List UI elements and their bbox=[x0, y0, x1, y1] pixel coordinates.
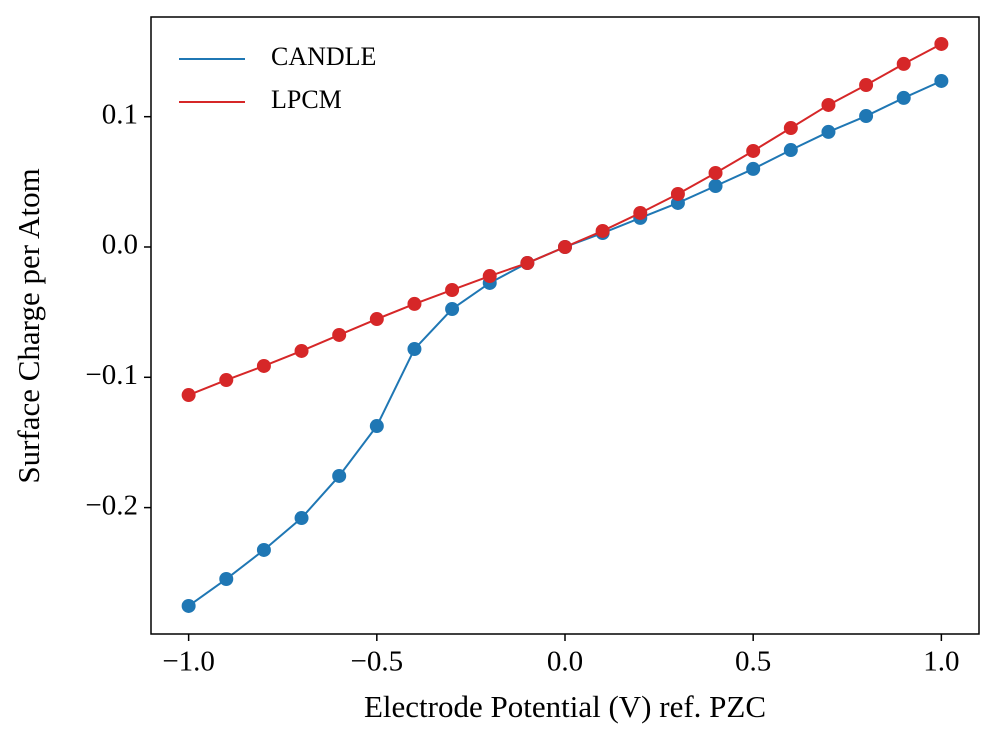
data-point bbox=[256, 542, 271, 557]
data-point bbox=[859, 109, 874, 124]
x-tick-label: 0.0 bbox=[547, 646, 583, 678]
series-line bbox=[188, 80, 942, 607]
data-point bbox=[294, 343, 309, 358]
data-point bbox=[332, 468, 347, 483]
x-tick-label: −0.5 bbox=[351, 646, 404, 678]
data-point bbox=[482, 269, 497, 284]
data-point bbox=[708, 179, 723, 194]
plot-frame bbox=[150, 16, 980, 635]
data-point bbox=[821, 124, 836, 139]
data-point bbox=[219, 373, 234, 388]
legend-label: LPCM bbox=[271, 85, 342, 114]
y-tick-label: 0.1 bbox=[102, 98, 138, 130]
data-point bbox=[896, 90, 911, 105]
y-tick-label: −0.2 bbox=[85, 489, 138, 521]
data-point bbox=[181, 598, 196, 613]
data-point bbox=[219, 572, 234, 587]
data-point bbox=[558, 239, 572, 254]
data-point bbox=[256, 358, 271, 373]
data-point bbox=[369, 419, 384, 434]
x-axis-label: Electrode Potential (V) ref. PZC bbox=[364, 689, 766, 724]
data-point bbox=[595, 223, 610, 238]
data-point bbox=[896, 56, 911, 71]
data-point bbox=[783, 143, 798, 158]
x-tick-label: 1.0 bbox=[923, 646, 959, 678]
data-point bbox=[332, 327, 347, 342]
data-point bbox=[746, 161, 761, 176]
legend-label: CANDLE bbox=[271, 42, 376, 71]
data-point bbox=[746, 143, 761, 158]
data-point bbox=[369, 312, 384, 327]
data-point bbox=[445, 302, 460, 317]
data-point bbox=[670, 186, 685, 201]
data-point bbox=[783, 121, 798, 136]
data-point bbox=[708, 165, 723, 180]
data-point bbox=[407, 342, 422, 357]
data-point bbox=[934, 36, 949, 51]
data-point bbox=[181, 388, 196, 403]
data-point bbox=[821, 97, 836, 112]
data-point bbox=[934, 73, 949, 88]
data-point bbox=[407, 296, 422, 311]
y-tick-label: −0.1 bbox=[85, 359, 138, 391]
y-axis-label: Surface Charge per Atom bbox=[11, 168, 46, 483]
data-point bbox=[633, 205, 648, 220]
data-point bbox=[445, 282, 460, 297]
y-tick-label: 0.0 bbox=[102, 229, 138, 261]
data-point bbox=[520, 256, 535, 271]
x-tick-label: −1.0 bbox=[162, 646, 215, 678]
data-point bbox=[294, 511, 309, 526]
data-point bbox=[859, 78, 874, 93]
x-tick-label: 0.5 bbox=[735, 646, 771, 678]
